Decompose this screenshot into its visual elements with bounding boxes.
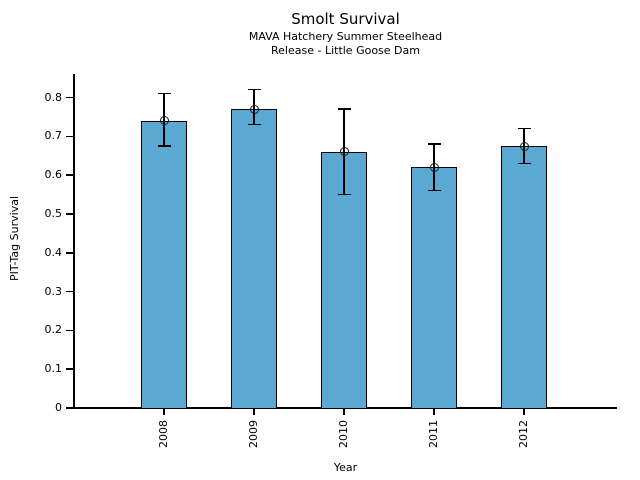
error-bar-cap-lower [337, 193, 351, 196]
error-bar-cap-lower [157, 145, 171, 147]
y-tick-label: 0.5 [44, 206, 63, 220]
x-tick [523, 408, 525, 415]
y-tick-label: 0.7 [44, 129, 63, 143]
y-tick [66, 329, 74, 332]
x-tick [343, 408, 345, 415]
error-bar-cap-lower [247, 123, 261, 126]
open-circle-marker [249, 104, 259, 114]
x-tick [253, 408, 255, 415]
x-tick [433, 408, 435, 415]
open-circle-marker [339, 147, 349, 157]
x-tick [163, 408, 165, 415]
open-circle-marker [159, 116, 169, 126]
y-tick-label: 0.2 [44, 323, 63, 337]
x-tick-label: 2009 [247, 420, 260, 448]
x-axis-title: Year [333, 461, 358, 474]
x-tick-label: 2008 [157, 420, 170, 448]
y-axis-title: PIT-Tag Survival [8, 196, 21, 282]
y-tick [66, 213, 74, 215]
y-tick [66, 174, 74, 176]
open-circle-marker [429, 162, 439, 172]
x-tick-label: 2010 [337, 420, 350, 448]
error-bar-cap-upper [157, 92, 171, 95]
error-bar-cap-upper [517, 127, 531, 130]
y-tick-label: 0 [55, 401, 62, 414]
y-tick-label: 0.6 [44, 168, 63, 182]
y-axis-line [73, 74, 75, 409]
y-tick-label: 0.8 [44, 90, 63, 104]
chart-title: Smolt Survival [291, 10, 400, 28]
bar-2009 [231, 109, 277, 409]
error-bar-cap-upper [427, 143, 441, 145]
y-tick [66, 252, 74, 254]
y-tick [66, 407, 74, 409]
y-tick-label: 0.3 [44, 284, 63, 298]
x-tick-label: 2012 [517, 420, 530, 448]
error-bar-cap-upper [337, 108, 351, 110]
error-bar-cap-upper [247, 88, 261, 91]
chart-subtitle-line2: Release - Little Goose Dam [271, 44, 420, 57]
y-tick-label: 0.1 [44, 362, 63, 376]
bar-2008 [141, 120, 187, 409]
x-tick-label: 2011 [427, 420, 440, 448]
bar-2012 [501, 146, 547, 409]
y-tick [66, 96, 74, 99]
y-tick [66, 290, 74, 293]
open-circle-marker [519, 141, 529, 151]
error-bar-cap-lower [427, 189, 441, 192]
bar-2011 [411, 167, 457, 409]
chart-subtitle-line1: MAVA Hatchery Summer Steelhead [248, 30, 443, 43]
y-tick [66, 135, 74, 138]
y-tick [66, 368, 74, 370]
error-bar-cap-lower [517, 162, 531, 165]
y-tick-label: 0.4 [44, 245, 63, 259]
